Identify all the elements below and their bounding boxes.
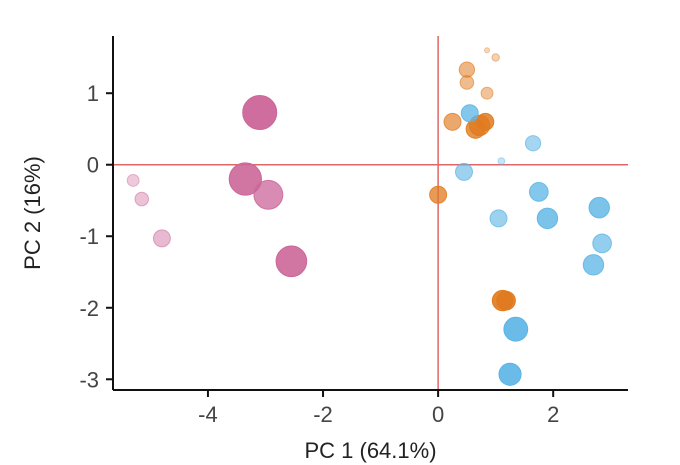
axis-ticks: -4 -2 0 2 -3 -2 -1 0 1: [79, 81, 559, 427]
data-point: [528, 182, 549, 202]
x-tick-label: 2: [547, 402, 559, 427]
data-point: [498, 362, 522, 386]
data-point: [465, 119, 486, 139]
data-point: [536, 207, 559, 230]
data-point: [253, 179, 284, 210]
data-point: [480, 86, 494, 100]
data-point: [524, 135, 542, 152]
data-point: [458, 61, 476, 78]
data-point: [582, 254, 605, 276]
data-point: [497, 157, 506, 166]
y-tick-label: -2: [79, 296, 99, 321]
y-tick-label: 1: [87, 81, 99, 106]
data-points: [126, 47, 612, 386]
data-point: [489, 209, 508, 228]
data-point: [152, 229, 171, 248]
data-point: [429, 185, 448, 204]
data-point: [503, 316, 529, 342]
data-point: [491, 53, 500, 62]
x-tick-label: -2: [313, 402, 333, 427]
y-tick-label: -3: [79, 367, 99, 392]
data-point: [134, 191, 150, 207]
x-tick-label: -4: [198, 402, 218, 427]
data-point: [228, 162, 262, 196]
data-point: [484, 47, 491, 54]
data-point: [460, 104, 479, 123]
data-point: [443, 112, 462, 131]
axes: [112, 36, 628, 391]
data-point: [592, 233, 612, 254]
y-axis-title: PC 2 (16%): [20, 156, 45, 270]
data-point: [459, 75, 475, 90]
reference-lines: [113, 36, 628, 390]
data-point: [455, 162, 474, 181]
x-tick-label: 0: [432, 402, 444, 427]
x-axis-title: PC 1 (64.1%): [304, 438, 436, 463]
data-point: [588, 196, 610, 219]
data-point: [496, 290, 516, 311]
data-point: [242, 95, 278, 131]
y-tick-label: -1: [79, 224, 99, 249]
data-point: [126, 174, 140, 187]
y-tick-label: 0: [87, 153, 99, 178]
data-point: [275, 245, 308, 278]
